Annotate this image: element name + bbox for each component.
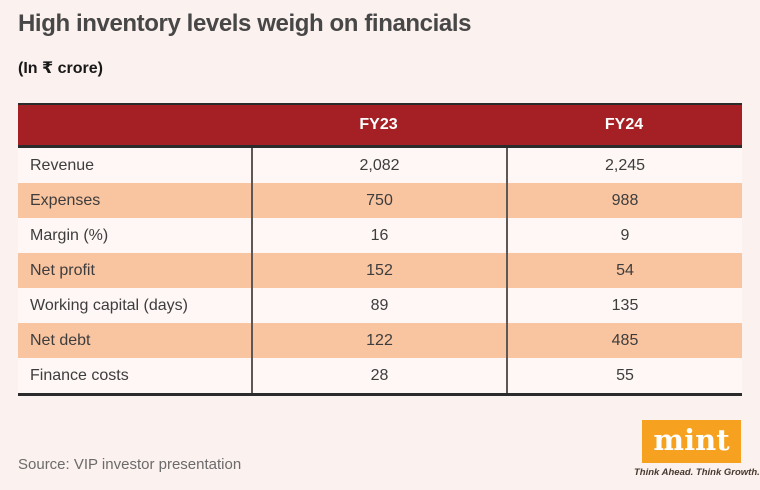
row-value-fy24: 485	[506, 323, 742, 358]
page-title: High inventory levels weigh on financial…	[18, 10, 472, 37]
row-value-fy24: 9	[506, 218, 742, 253]
row-value-fy24: 54	[506, 253, 742, 288]
row-value-fy23: 750	[251, 183, 506, 218]
table-row: Working capital (days) 89 135	[18, 288, 742, 323]
table-row: Expenses 750 988	[18, 183, 742, 218]
row-value-fy24: 135	[506, 288, 742, 323]
row-value-fy23: 16	[251, 218, 506, 253]
table-header-row: FY23 FY24	[18, 103, 742, 148]
row-label: Revenue	[30, 156, 95, 174]
mint-logo: mint	[642, 420, 741, 463]
table-row: Finance costs 28 55	[18, 358, 742, 393]
row-value-fy24: 2,245	[506, 148, 742, 183]
column-header-fy24: FY24	[604, 116, 644, 133]
page-subtitle: (In ₹ crore)	[18, 60, 103, 77]
row-label: Net profit	[30, 261, 95, 279]
row-value-fy23: 152	[251, 253, 506, 288]
mint-logo-text: mint	[653, 422, 730, 457]
column-header-empty	[18, 105, 251, 145]
table-body: Revenue 2,082 2,245 Expenses 750 988 Margin (%…	[18, 148, 742, 396]
mint-tagline: Think Ahead. Think Growth.	[634, 467, 760, 478]
row-label: Margin (%)	[30, 226, 109, 244]
row-value-fy24: 55	[506, 358, 742, 393]
table-row: Net debt 122 485	[18, 323, 742, 358]
row-label: Working capital (days)	[30, 296, 188, 314]
row-label: Expenses	[30, 191, 101, 209]
row-value-fy23: 2,082	[251, 148, 506, 183]
column-header-fy23: FY23	[359, 116, 398, 133]
row-value-fy23: 28	[251, 358, 506, 393]
table-row: Margin (%) 16 9	[18, 218, 742, 253]
financials-table: FY23 FY24 Revenue 2,082 2,245 Expenses 750 98…	[18, 103, 742, 396]
row-label: Net debt	[30, 331, 91, 349]
table-row: Net profit 152 54	[18, 253, 742, 288]
row-value-fy23: 122	[251, 323, 506, 358]
row-value-fy23: 89	[251, 288, 506, 323]
row-label: Finance costs	[30, 366, 129, 384]
row-value-fy24: 988	[506, 183, 742, 218]
table-row: Revenue 2,082 2,245	[18, 148, 742, 183]
source-note: Source: VIP investor presentation	[18, 456, 242, 473]
